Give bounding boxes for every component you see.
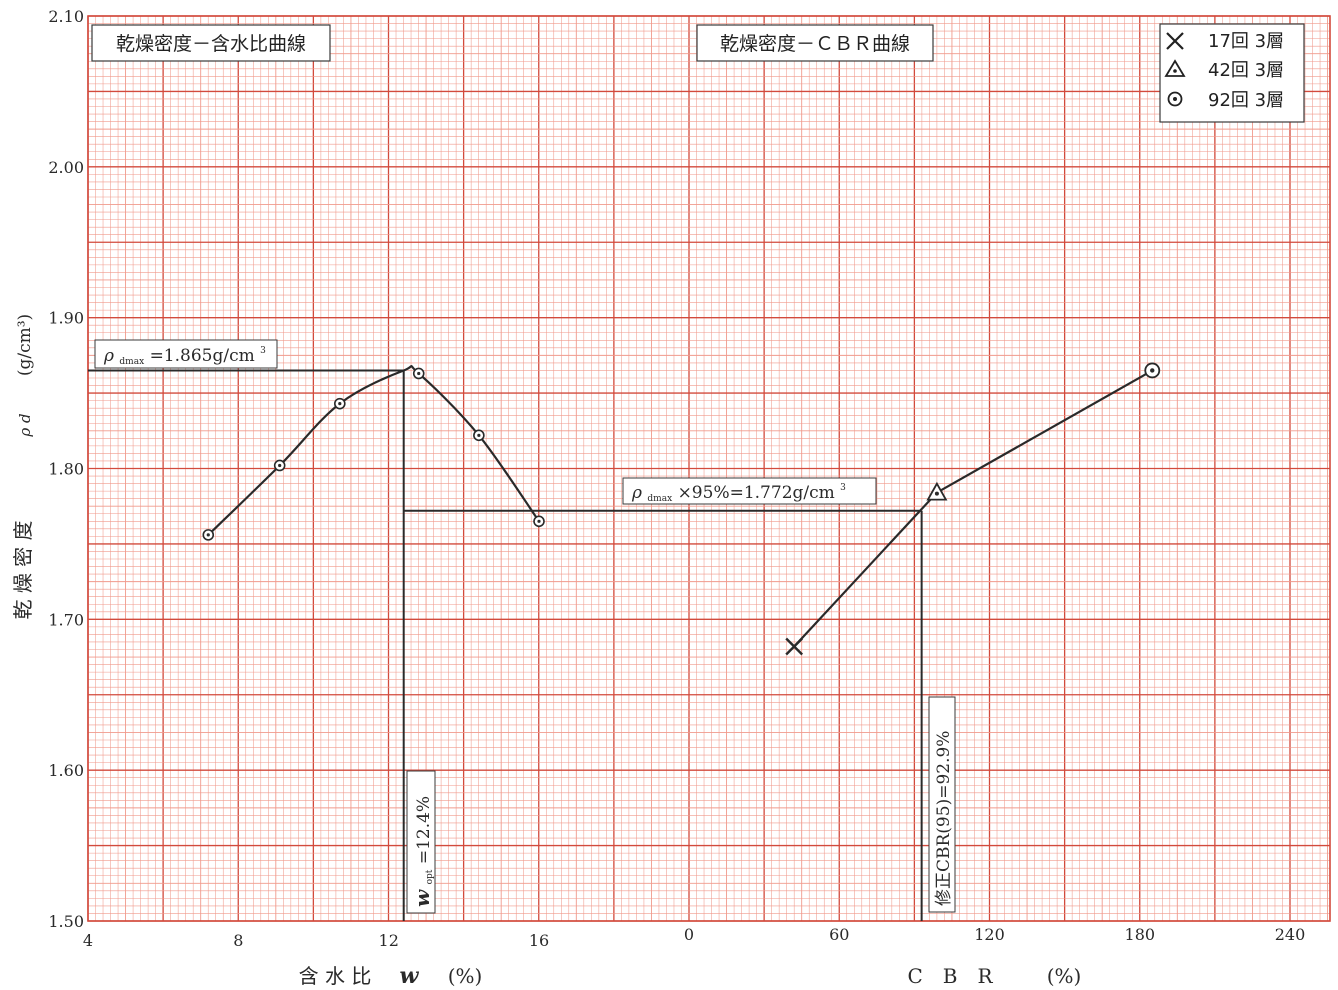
rho95-symbol: ρ xyxy=(631,483,642,503)
x-tick-label-cbr: 60 xyxy=(829,925,849,944)
rho-dmax-sup: 3 xyxy=(260,346,266,356)
annotation-w-opt: w opt =12.4% xyxy=(406,770,437,914)
y-tick-label: 1.70 xyxy=(48,610,84,629)
y-tick-label: 1.60 xyxy=(48,761,84,780)
x-axis-unit-right: (%) xyxy=(1047,964,1082,988)
data-points xyxy=(202,362,1161,656)
legend-triangle-icon xyxy=(1164,59,1186,77)
y-axis-label-main: 乾 燥 密 度 xyxy=(11,520,35,619)
svg-text:ρ dmax =1.865g/cm: ρ dmax =1.865g/cm 3 xyxy=(103,346,266,369)
y-axis-label-unit: (g/cm³) xyxy=(15,314,35,376)
y-tick-label: 1.90 xyxy=(48,309,84,328)
x-tick-label-cbr: 180 xyxy=(1125,925,1156,944)
x-axis-ticks: 4 8 12 16 0 60 120 180 240 xyxy=(83,925,1305,950)
x-tick-label-moisture: 12 xyxy=(379,931,399,950)
cbr95-text: 修正CBR(95)=92.9% xyxy=(934,731,954,906)
plot-frame xyxy=(87,15,1331,922)
legend: 17回 3層 42回 3層 92回 3層 xyxy=(1159,23,1305,123)
title-right: 乾燥密度－ＣＢＲ曲線 xyxy=(720,33,910,55)
title-box-right: 乾燥密度－ＣＢＲ曲線 xyxy=(696,24,934,62)
cbr-point-92-dot xyxy=(1150,368,1155,373)
rho-dmax-sub: dmax xyxy=(119,357,144,367)
x-axis-unit-left: (%) xyxy=(448,964,483,988)
x-tick-label-cbr: 240 xyxy=(1275,925,1306,944)
y-axis-ticks: 1.50 1.60 1.70 1.80 1.90 2.00 2.10 xyxy=(48,7,84,931)
y-axis-label-symbol: ρ d xyxy=(16,413,34,437)
svg-text:w opt =12.4%: w opt =12.4% xyxy=(410,796,437,907)
cbr-point-42-dot xyxy=(934,491,939,496)
rho95-sup: 3 xyxy=(840,483,846,493)
w-opt-text: =12.4% xyxy=(414,796,434,864)
y-tick-label: 2.10 xyxy=(48,7,84,26)
title-left: 乾燥密度－含水比曲線 xyxy=(116,33,306,55)
x-axis-title-left: 含 水 比 w (%) xyxy=(299,963,483,989)
x-axis-symbol-w: w xyxy=(400,963,420,989)
x-tick-label-moisture: 8 xyxy=(233,931,243,950)
x-tick-label-cbr: 120 xyxy=(974,925,1005,944)
title-box-left: 乾燥密度－含水比曲線 xyxy=(91,24,331,62)
rho95-text: ×95%=1.772g/cm xyxy=(678,483,835,503)
x-tick-label-cbr: 0 xyxy=(684,925,694,944)
y-axis-title: 乾 燥 密 度 ρ d (g/cm³) xyxy=(11,314,35,620)
annotation-cbr-95: 修正CBR(95)=92.9% xyxy=(928,696,956,913)
x-axis-label-cbr: C B R xyxy=(907,964,993,988)
y-tick-label: 1.80 xyxy=(48,460,84,479)
moisture-point-dot xyxy=(278,463,282,468)
rho-dmax-text: =1.865g/cm xyxy=(150,346,255,366)
cbr-point-17-b xyxy=(785,637,804,656)
legend-cross-icon xyxy=(1166,32,1184,50)
legend-label-17: 17回 3層 xyxy=(1208,31,1284,52)
rho95-sub: dmax xyxy=(647,494,672,504)
moisture-point-dot xyxy=(477,433,481,437)
x-axis-label-moisture: 含 水 比 xyxy=(299,964,372,988)
y-tick-label: 2.00 xyxy=(48,158,84,177)
w-opt-sub: opt xyxy=(425,869,435,884)
graph-paper-grid xyxy=(87,15,1331,922)
moisture-point-dot xyxy=(338,402,342,406)
reference-lines xyxy=(88,369,923,921)
y-tick-label: 1.50 xyxy=(48,912,84,931)
rho-dmax-symbol: ρ xyxy=(103,346,114,366)
x-tick-label-moisture: 16 xyxy=(529,931,549,950)
legend-label-92: 92回 3層 xyxy=(1208,90,1284,111)
x-axis-title-right: C B R (%) xyxy=(907,964,1081,988)
annotation-rho-dmax: ρ dmax =1.865g/cm 3 xyxy=(94,339,278,369)
annotation-rho-95: ρ dmax ×95%=1.772g/cm 3 xyxy=(622,477,877,506)
moisture-point-dot xyxy=(206,533,210,537)
x-tick-label-moisture: 4 xyxy=(83,931,93,950)
legend-label-42: 42回 3層 xyxy=(1208,60,1284,81)
moisture-point-dot xyxy=(417,371,421,376)
w-opt-symbol: w xyxy=(410,889,434,907)
svg-text:ρ dmax ×95%=1.772g: ρ dmax ×95%=1.772g/cm 3 xyxy=(631,483,846,506)
moisture-point-dot xyxy=(537,519,541,523)
legend-circle-dot-icon xyxy=(1167,91,1183,107)
